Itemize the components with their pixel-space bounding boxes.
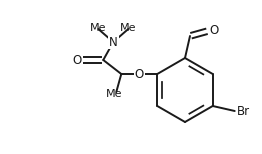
- Text: N: N: [109, 36, 118, 49]
- Text: Me: Me: [120, 23, 137, 33]
- Text: Br: Br: [237, 105, 250, 118]
- Text: O: O: [209, 24, 219, 36]
- Text: Me: Me: [106, 89, 123, 99]
- Text: O: O: [73, 53, 82, 67]
- Text: O: O: [135, 67, 144, 81]
- Text: Me: Me: [90, 23, 107, 33]
